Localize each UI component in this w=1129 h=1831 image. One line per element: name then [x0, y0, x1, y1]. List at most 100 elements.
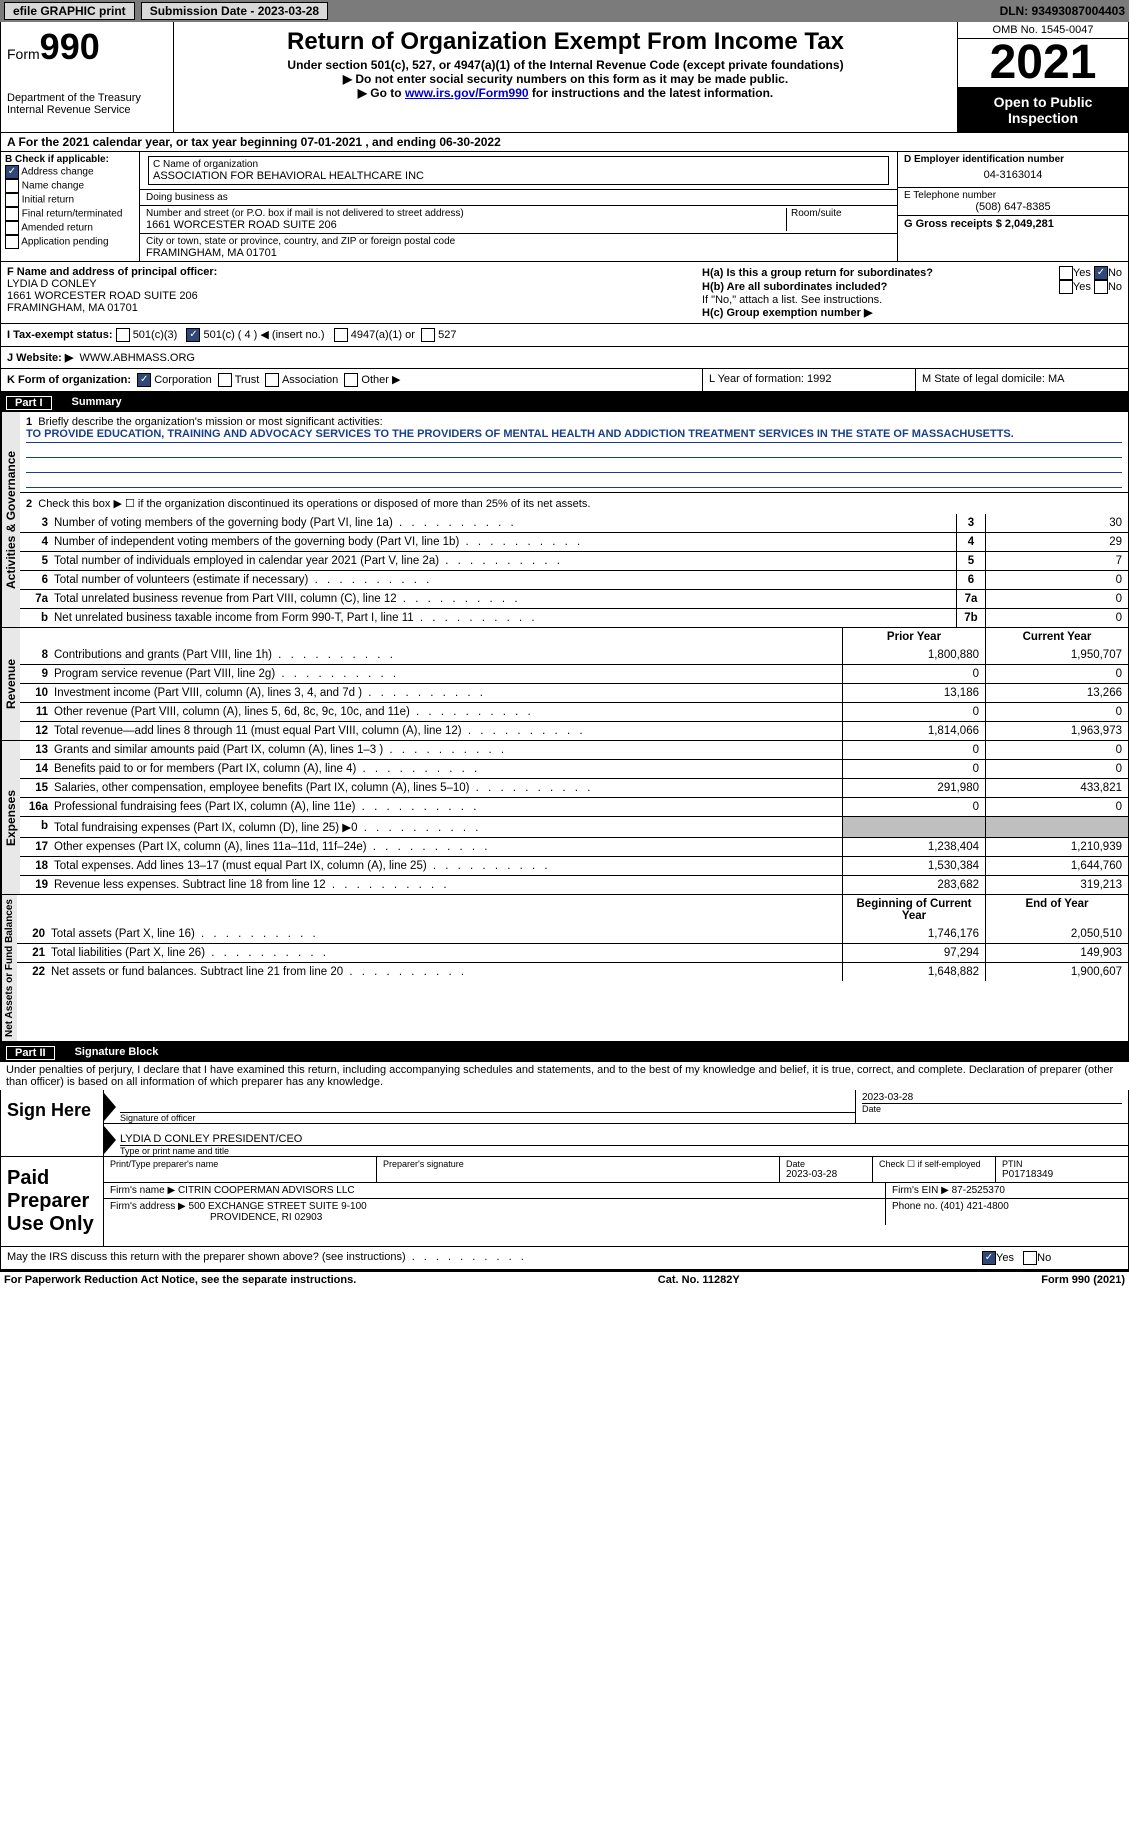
summary-line: 6Total number of volunteers (estimate if…	[20, 570, 1128, 589]
summary-line: 19Revenue less expenses. Subtract line 1…	[20, 875, 1128, 894]
form-title: Return of Organization Exempt From Incom…	[182, 28, 949, 56]
hb-note: If "No," attach a list. See instructions…	[702, 294, 1122, 306]
penalty-text: Under penalties of perjury, I declare th…	[0, 1062, 1129, 1090]
summary-line: 9Program service revenue (Part VIII, lin…	[20, 664, 1128, 683]
check-trust[interactable]	[218, 373, 232, 387]
check-corp[interactable]	[137, 373, 151, 387]
hb-yes-check[interactable]	[1059, 280, 1073, 294]
ha-label: H(a) Is this a group return for subordin…	[702, 267, 1059, 279]
footer-right: Form 990 (2021)	[1041, 1274, 1125, 1286]
check-pending[interactable]: Application pending	[5, 235, 135, 249]
ha-yes-check[interactable]	[1059, 266, 1073, 280]
check-527[interactable]	[421, 328, 435, 342]
hb-no-check[interactable]	[1094, 280, 1108, 294]
street-value: 1661 WORCESTER ROAD SUITE 206	[146, 219, 786, 231]
part2-header: Part II Signature Block	[0, 1042, 1129, 1062]
summary-line: 21Total liabilities (Part X, line 26)97,…	[17, 943, 1128, 962]
check-name-change[interactable]: Name change	[5, 179, 135, 193]
summary-line: 8Contributions and grants (Part VIII, li…	[20, 646, 1128, 664]
line1-label: Briefly describe the organization's miss…	[38, 416, 382, 428]
prep-sig-label: Preparer's signature	[383, 1159, 773, 1169]
dln-label: DLN: 93493087004403	[1000, 4, 1125, 18]
preparer-label: Paid Preparer Use Only	[1, 1157, 104, 1246]
org-name: ASSOCIATION FOR BEHAVIORAL HEALTHCARE IN…	[153, 170, 884, 182]
irs-link[interactable]: www.irs.gov/Form990	[405, 86, 529, 100]
summary-expenses: Expenses 13Grants and similar amounts pa…	[0, 741, 1129, 895]
f-label: F Name and address of principal officer:	[7, 266, 217, 278]
dba-label: Doing business as	[146, 192, 891, 203]
col-begin-year: Beginning of Current Year	[842, 895, 985, 925]
firm-addr1: 500 EXCHANGE STREET SUITE 9-100	[189, 1201, 367, 1212]
form-number: Form990	[7, 26, 167, 68]
firm-name: CITRIN COOPERMAN ADVISORS LLC	[178, 1185, 355, 1196]
summary-line: 4Number of independent voting members of…	[20, 532, 1128, 551]
prep-self-employed: Check ☐ if self-employed	[873, 1157, 996, 1182]
discuss-yes-check[interactable]	[982, 1251, 996, 1265]
l-year-formation: L Year of formation: 1992	[702, 369, 915, 391]
footer-mid: Cat. No. 11282Y	[658, 1274, 740, 1286]
city-label: City or town, state or province, country…	[146, 236, 891, 247]
summary-line: 12Total revenue—add lines 8 through 11 (…	[20, 721, 1128, 740]
check-501c3[interactable]	[116, 328, 130, 342]
section-f-h: F Name and address of principal officer:…	[0, 262, 1129, 324]
sig-name-value: LYDIA D CONLEY PRESIDENT/CEO	[120, 1133, 1128, 1146]
section-b-c-d: B Check if applicable: Address change Na…	[0, 152, 1129, 262]
prep-print-label: Print/Type preparer's name	[110, 1159, 370, 1169]
vert-net: Net Assets or Fund Balances	[1, 895, 17, 1041]
sig-officer-label: Signature of officer	[120, 1113, 855, 1123]
check-assoc[interactable]	[265, 373, 279, 387]
summary-line: 5Total number of individuals employed in…	[20, 551, 1128, 570]
vert-activities: Activities & Governance	[1, 412, 20, 627]
ha-no-check[interactable]	[1094, 266, 1108, 280]
firm-ein: 87-2525370	[952, 1185, 1005, 1196]
discuss-text: May the IRS discuss this return with the…	[7, 1251, 527, 1263]
summary-line: 15Salaries, other compensation, employee…	[20, 778, 1128, 797]
sign-here-label: Sign Here	[1, 1090, 104, 1156]
summary-line: 22Net assets or fund balances. Subtract …	[17, 962, 1128, 981]
firm-phone: (401) 421-4800	[940, 1201, 1008, 1212]
sig-date-label: Date	[862, 1103, 1122, 1114]
part1-header: Part I Summary	[0, 392, 1129, 412]
footer-left: For Paperwork Reduction Act Notice, see …	[4, 1274, 356, 1286]
note-link: Go to www.irs.gov/Form990 for instructio…	[182, 86, 949, 100]
discuss-no-check[interactable]	[1023, 1251, 1037, 1265]
phone-value: (508) 647-8385	[904, 201, 1122, 213]
dept-label: Department of the Treasury Internal Reve…	[7, 92, 167, 116]
col-end-year: End of Year	[985, 895, 1128, 925]
check-other[interactable]	[344, 373, 358, 387]
hc-label: H(c) Group exemption number ▶	[702, 307, 872, 319]
summary-line: 7aTotal unrelated business revenue from …	[20, 589, 1128, 608]
efile-button[interactable]: efile GRAPHIC print	[4, 2, 135, 20]
summary-line: bTotal fundraising expenses (Part IX, co…	[20, 816, 1128, 837]
row-a-tax-year: A For the 2021 calendar year, or tax yea…	[0, 133, 1129, 152]
city-value: FRAMINGHAM, MA 01701	[146, 247, 891, 259]
check-address-change[interactable]: Address change	[5, 165, 135, 179]
check-501c[interactable]	[186, 328, 200, 342]
c-name-label: C Name of organization	[153, 159, 884, 170]
summary-line: 3Number of voting members of the governi…	[20, 514, 1128, 532]
topbar: efile GRAPHIC print Submission Date - 20…	[0, 0, 1129, 22]
check-initial-return[interactable]: Initial return	[5, 193, 135, 207]
ein-value: 04-3163014	[904, 165, 1122, 185]
e-label: E Telephone number	[904, 190, 1122, 201]
discuss-row: May the IRS discuss this return with the…	[0, 1247, 1129, 1270]
summary-line: 16aProfessional fundraising fees (Part I…	[20, 797, 1128, 816]
website-value: WWW.ABHMASS.ORG	[79, 352, 195, 364]
officer-addr1: 1661 WORCESTER ROAD SUITE 206	[7, 290, 198, 302]
summary-line: 11Other revenue (Part VIII, column (A), …	[20, 702, 1128, 721]
sig-arrow-icon	[104, 1093, 116, 1121]
summary-line: 13Grants and similar amounts paid (Part …	[20, 741, 1128, 759]
line2-text: Check this box ▶ ☐ if the organization d…	[38, 498, 590, 510]
check-final-return[interactable]: Final return/terminated	[5, 207, 135, 221]
footer: For Paperwork Reduction Act Notice, see …	[0, 1270, 1129, 1288]
form-header: Form990 Department of the Treasury Inter…	[0, 22, 1129, 133]
summary-revenue: Revenue Prior Year Current Year 8Contrib…	[0, 628, 1129, 741]
sign-here-block: Sign Here Signature of officer 2023-03-2…	[0, 1090, 1129, 1157]
submission-date: Submission Date - 2023-03-28	[141, 2, 328, 20]
prep-date: 2023-03-28	[786, 1169, 866, 1180]
check-amended[interactable]: Amended return	[5, 221, 135, 235]
tax-year: 2021	[958, 39, 1128, 88]
sig-name-label: Type or print name and title	[120, 1146, 1128, 1156]
check-4947[interactable]	[334, 328, 348, 342]
vert-revenue: Revenue	[1, 628, 20, 740]
